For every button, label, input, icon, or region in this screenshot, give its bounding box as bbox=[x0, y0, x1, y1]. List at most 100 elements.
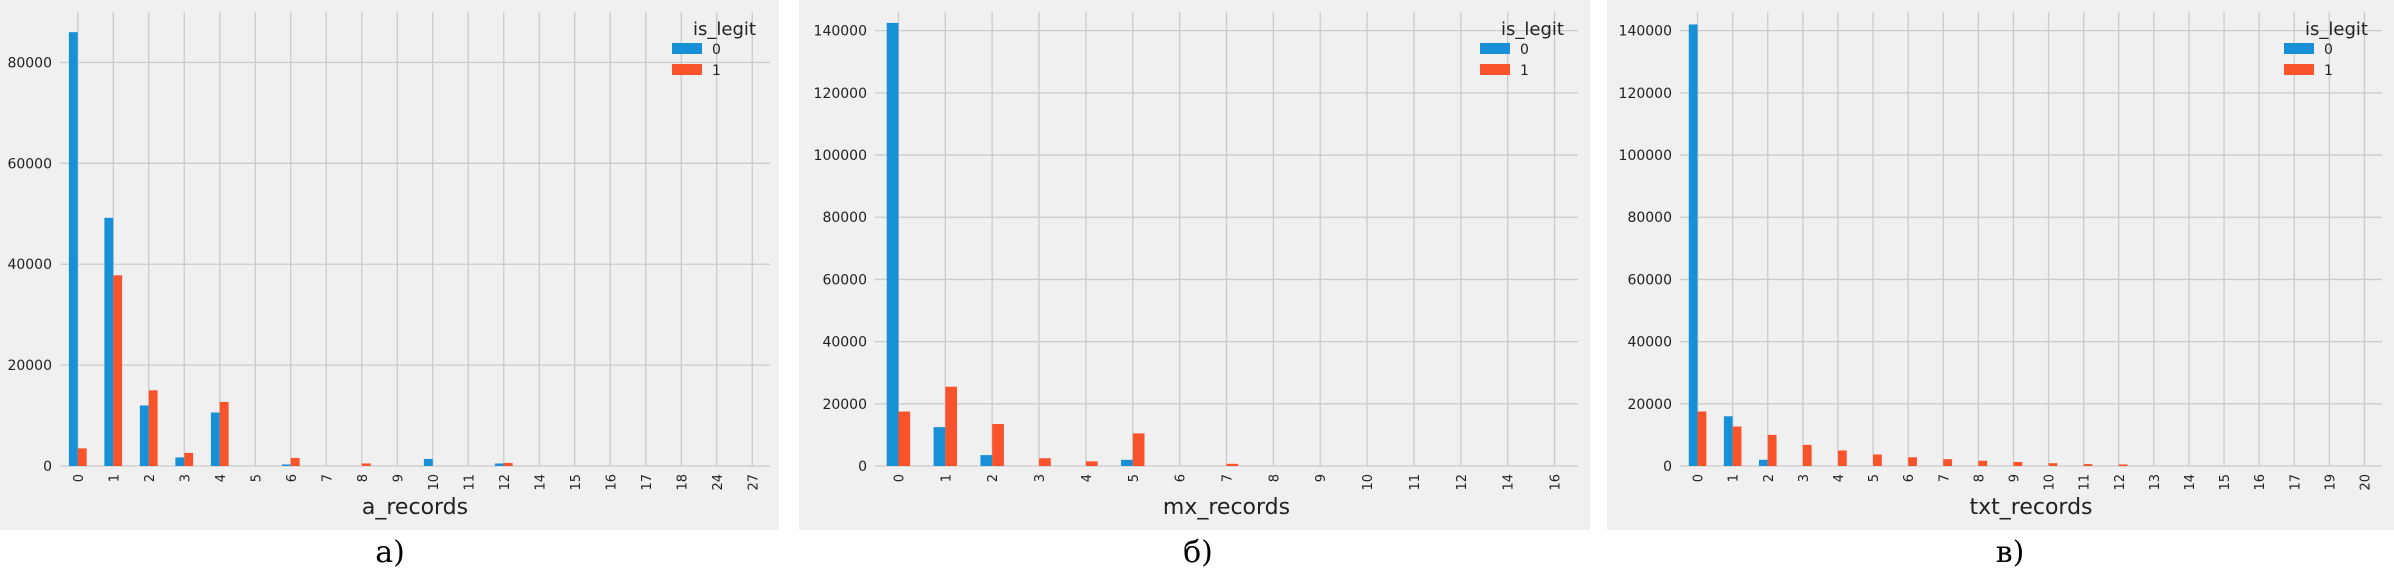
x-tick-label: 17 bbox=[2288, 474, 2303, 491]
x-axis-label: mx_records bbox=[1163, 495, 1290, 520]
legend-label: 1 bbox=[1520, 63, 1529, 79]
y-tick-label: 140000 bbox=[814, 24, 867, 40]
x-tick-label: 20 bbox=[2358, 474, 2373, 491]
bar-series-1-1 bbox=[945, 386, 958, 466]
bar-series-1-1 bbox=[1732, 426, 1742, 466]
x-tick-label: 2 bbox=[1762, 474, 1777, 482]
bar-series-1-8 bbox=[1978, 460, 1988, 466]
x-tick-label: 4 bbox=[214, 474, 229, 482]
x-tick-label: 4 bbox=[1080, 474, 1095, 482]
bar-series-1-3 bbox=[1039, 458, 1051, 466]
x-tick-label: 9 bbox=[391, 474, 406, 482]
x-tick-label: 16 bbox=[2253, 474, 2268, 491]
x-tick-label: 9 bbox=[1314, 474, 1329, 482]
x-tick-label: 8 bbox=[1972, 474, 1987, 482]
chart-panel-1: 0 20000 40000 60000 80000 100000 120000 140000 0… bbox=[799, 0, 1590, 530]
bar-series-1-5 bbox=[1873, 454, 1882, 466]
x-tick-label: 16 bbox=[1549, 474, 1564, 491]
legend-swatch-1 bbox=[1480, 64, 1510, 75]
y-tick-label: 80000 bbox=[822, 210, 867, 226]
x-tick-label: 2 bbox=[986, 474, 1001, 482]
legend-swatch-0 bbox=[2284, 43, 2314, 54]
x-tick-label: 15 bbox=[2218, 474, 2233, 491]
y-tick-label: 20000 bbox=[7, 358, 52, 374]
grid bbox=[1680, 12, 2382, 467]
legend: is_legit 0 1 bbox=[672, 19, 756, 79]
y-tick-label: 60000 bbox=[1627, 272, 1672, 288]
bar-series-0-12 bbox=[494, 463, 504, 466]
x-tick-label: 2 bbox=[143, 474, 158, 482]
x-tick-label: 24 bbox=[711, 474, 726, 491]
grid bbox=[60, 12, 770, 467]
bars bbox=[886, 22, 1239, 466]
bar-series-0-0 bbox=[886, 22, 899, 466]
x-tick-label: 8 bbox=[356, 474, 371, 482]
legend-swatch-0 bbox=[1480, 43, 1510, 54]
bar-series-1-5 bbox=[1132, 433, 1145, 466]
y-tick-label: 60000 bbox=[7, 156, 52, 172]
x-axis-label: txt_records bbox=[1969, 495, 2092, 520]
bar-series-0-0 bbox=[68, 32, 78, 467]
bar-series-0-1 bbox=[933, 427, 946, 466]
bar-series-1-7 bbox=[1226, 463, 1239, 466]
bar-series-0-2 bbox=[1758, 459, 1768, 466]
bar-series-0-2 bbox=[980, 455, 993, 466]
bar-series-1-3 bbox=[184, 452, 194, 466]
bar-series-0-1 bbox=[104, 217, 114, 466]
x-tick-label: 14 bbox=[533, 474, 548, 491]
y-tick-label: 120000 bbox=[814, 86, 867, 102]
x-tick-label: 6 bbox=[285, 474, 300, 482]
y-tick-label: 80000 bbox=[1627, 210, 1672, 226]
bar-series-1-12 bbox=[2118, 464, 2128, 466]
panel-background bbox=[799, 0, 1590, 530]
bar-series-0-2 bbox=[139, 405, 149, 466]
panel-background bbox=[0, 0, 779, 530]
x-tick-label: 0 bbox=[1692, 474, 1707, 482]
y-tick-label: 0 bbox=[43, 459, 52, 475]
x-tick-label: 9 bbox=[2007, 474, 2022, 482]
x-tick-label: 1 bbox=[107, 474, 122, 482]
bar-series-1-4 bbox=[1085, 461, 1098, 466]
y-tick-label: 100000 bbox=[1619, 148, 1672, 164]
legend-label: 0 bbox=[1520, 42, 1529, 58]
x-tick-label: 3 bbox=[1797, 474, 1812, 482]
bar-series-1-6 bbox=[290, 457, 300, 466]
x-tick-label: 11 bbox=[1408, 474, 1423, 491]
y-tick-label: 40000 bbox=[7, 257, 52, 273]
y-tick-label: 40000 bbox=[822, 335, 867, 351]
y-tick-label: 0 bbox=[858, 459, 867, 475]
bar-series-1-2 bbox=[1767, 434, 1777, 466]
bar-series-0-6 bbox=[281, 464, 291, 466]
bar-series-1-8 bbox=[361, 463, 371, 466]
x-tick-label: 27 bbox=[746, 474, 761, 491]
x-tick-label: 12 bbox=[2113, 474, 2128, 491]
x-tick-label: 6 bbox=[1902, 474, 1917, 482]
bar-series-1-0 bbox=[77, 448, 87, 466]
x-tick-label: 10 bbox=[427, 474, 442, 491]
x-tick-label: 5 bbox=[249, 474, 264, 482]
x-tick-label: 5 bbox=[1127, 474, 1142, 482]
legend-title: is_legit bbox=[693, 19, 756, 40]
bar-series-1-10 bbox=[2048, 463, 2058, 466]
legend-label: 1 bbox=[2324, 63, 2333, 79]
legend-swatch-0 bbox=[672, 43, 702, 54]
x-tick-label: 13 bbox=[2148, 474, 2163, 491]
bar-series-1-7 bbox=[1943, 459, 1953, 466]
x-tick-label: 19 bbox=[2323, 474, 2338, 491]
x-tick-label: 11 bbox=[462, 474, 477, 491]
x-tick-label: 0 bbox=[72, 474, 87, 482]
bars bbox=[1688, 24, 2128, 467]
x-tick-label: 10 bbox=[2043, 474, 2058, 491]
bar-series-1-12 bbox=[503, 462, 513, 466]
y-tick-label: 20000 bbox=[1627, 397, 1672, 413]
chart-panel-2: 0 20000 40000 60000 80000 100000 120000 140000 0… bbox=[1607, 0, 2394, 530]
x-tick-label: 12 bbox=[498, 474, 513, 491]
x-tick-label: 17 bbox=[640, 474, 655, 491]
x-axis-label: a_records bbox=[362, 495, 468, 520]
bar-series-0-1 bbox=[1723, 416, 1733, 466]
x-tick-label: 1 bbox=[939, 474, 954, 482]
y-tick-label: 140000 bbox=[1619, 24, 1672, 40]
x-tick-label: 12 bbox=[1455, 474, 1470, 491]
x-tick-label: 10 bbox=[1361, 474, 1376, 491]
